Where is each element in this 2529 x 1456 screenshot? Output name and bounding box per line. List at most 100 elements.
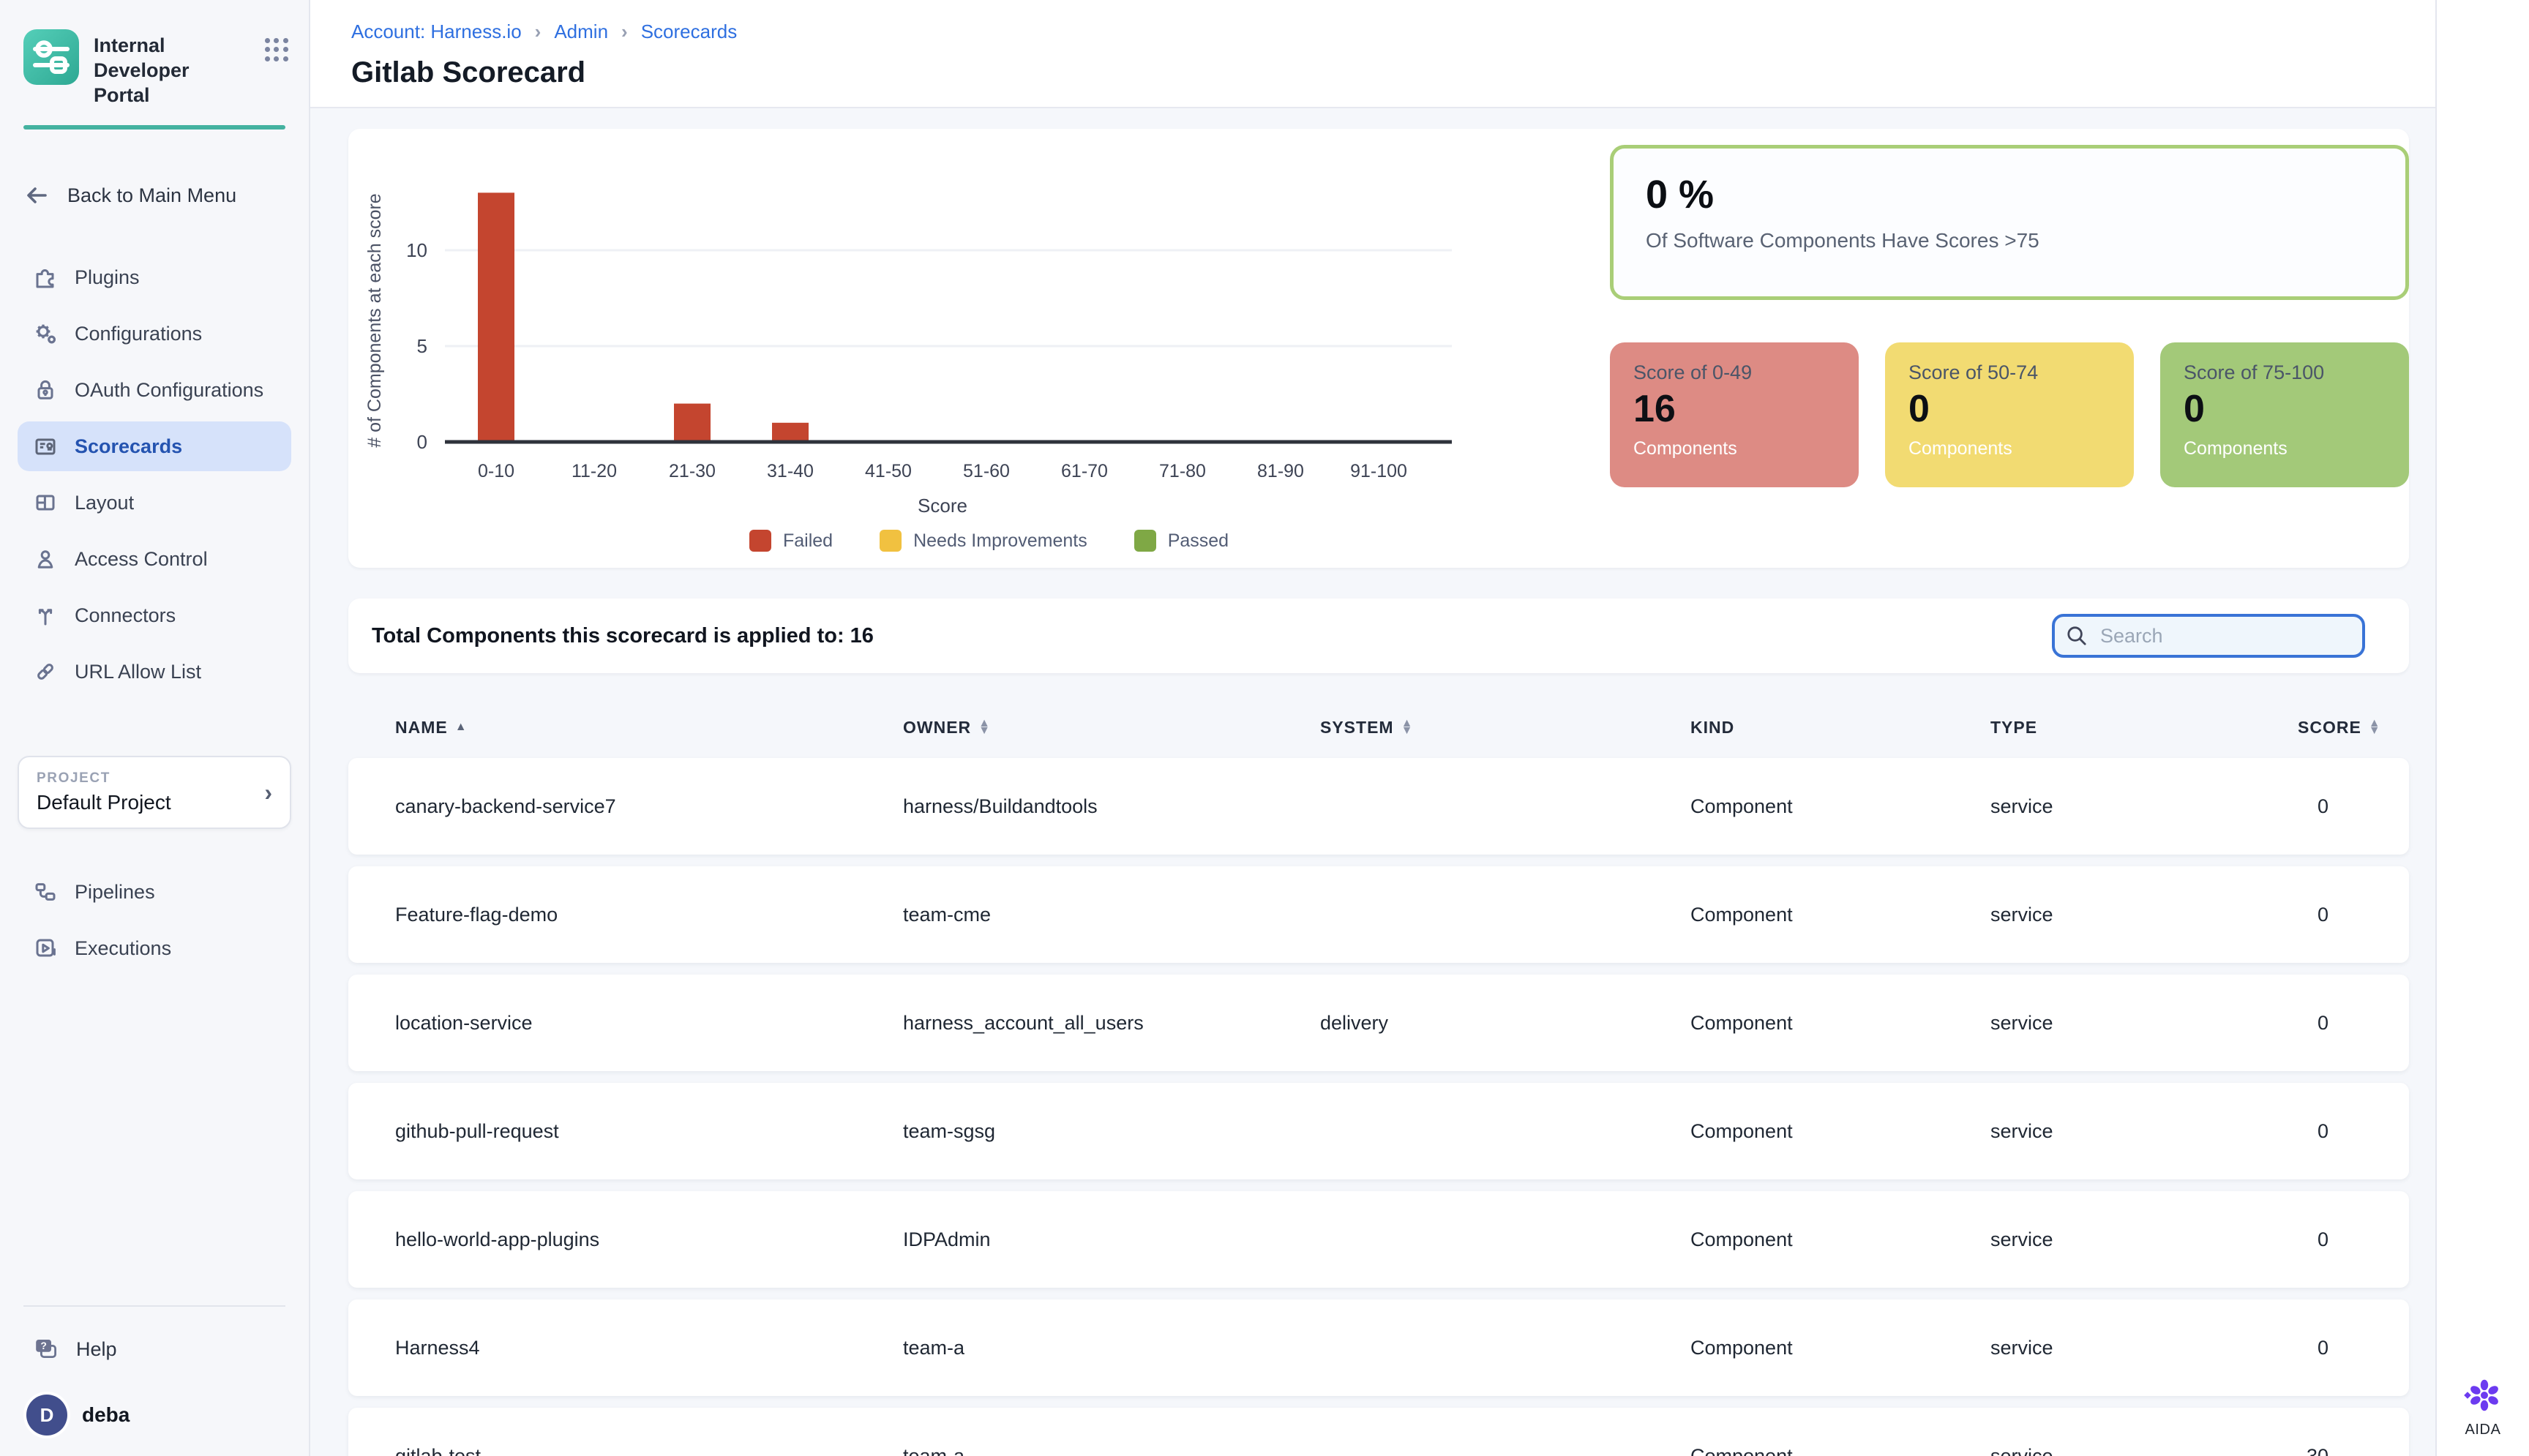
- sidebar-item-label: Plugins: [75, 266, 140, 288]
- scorecard-icon: [35, 438, 56, 455]
- app-grid-icon[interactable]: [265, 38, 288, 61]
- cell-type: service: [1990, 1228, 2053, 1250]
- table-row[interactable]: location-service harness_account_all_use…: [348, 975, 2409, 1071]
- table-row[interactable]: Harness4 team-a Component service 0: [348, 1299, 2409, 1396]
- column-header-system[interactable]: SYSTEM ▲ ▼: [1320, 717, 1414, 737]
- table-row[interactable]: hello-world-app-plugins IDPAdmin Compone…: [348, 1191, 2409, 1288]
- table-toolbar: Total Components this scorecard is appli…: [348, 598, 2409, 673]
- aida-button[interactable]: AIDA: [2462, 1375, 2503, 1438]
- legend-item-passed: Passed: [1134, 530, 1229, 552]
- cell-score: 30: [2306, 1444, 2328, 1456]
- cell-owner: team-a: [903, 1336, 965, 1359]
- sidebar-item-label: OAuth Configurations: [75, 378, 264, 401]
- sidebar-item-label: Pipelines: [75, 880, 155, 903]
- sort-icon: ▲ ▼: [1401, 717, 1414, 737]
- sidebar-item-connectors[interactable]: Connectors: [18, 590, 291, 640]
- cell-system: delivery: [1320, 1011, 1389, 1034]
- sidebar-item-oauth-configurations[interactable]: OAuth Configurations: [18, 365, 291, 415]
- summary-percent: 0 %: [1646, 173, 1715, 217]
- column-header-kind[interactable]: KIND: [1690, 717, 1735, 737]
- sidebar-item-layout[interactable]: Layout: [18, 478, 291, 528]
- cell-owner: harness_account_all_users: [903, 1011, 1144, 1034]
- aida-icon: [2464, 1379, 2498, 1411]
- user-name: deba: [82, 1403, 130, 1426]
- chevron-right-icon: ›: [264, 778, 272, 806]
- sort-asc-icon: ▲: [454, 721, 468, 733]
- sidebar-item-scorecards[interactable]: Scorecards: [18, 421, 291, 472]
- main-area: Account: Harness.io › Admin › Scorecards…: [310, 0, 2435, 1456]
- svg-text:71-80: 71-80: [1159, 461, 1206, 481]
- project-name: Default Project: [37, 791, 171, 814]
- search-icon: [2067, 626, 2086, 645]
- cell-type: service: [1990, 903, 2053, 926]
- breadcrumb-account[interactable]: Account: Harness.io: [351, 20, 522, 42]
- sidebar-divider: [23, 1305, 285, 1307]
- cell-kind: Component: [1690, 795, 1793, 817]
- cell-type: service: [1990, 1011, 2053, 1034]
- svg-text:0-10: 0-10: [478, 461, 514, 481]
- cell-kind: Component: [1690, 1444, 1793, 1456]
- project-label: PROJECT: [37, 770, 110, 787]
- score-card-75-100: Score of 75-100 0 Components: [2160, 342, 2409, 487]
- cell-name: hello-world-app-plugins: [395, 1228, 600, 1250]
- sidebar-item-plugins[interactable]: Plugins: [18, 252, 291, 302]
- cell-type: service: [1990, 1336, 2053, 1359]
- components-table: canary-backend-service7 harness/Buildand…: [348, 758, 2409, 1456]
- layout-icon: [36, 495, 55, 511]
- link-icon: [37, 664, 53, 680]
- scorecard-overview-panel: # of Components at each score Score 0 5 10…: [348, 129, 2409, 568]
- page-header: Account: Harness.io › Admin › Scorecards…: [310, 0, 2435, 108]
- cell-score: 0: [2317, 1336, 2328, 1359]
- legend-swatch: [880, 530, 902, 552]
- svg-text:0: 0: [417, 431, 427, 453]
- svg-text:?: ?: [40, 1340, 47, 1351]
- puzzle-icon: [36, 269, 54, 288]
- aida-label: AIDA: [2465, 1422, 2501, 1438]
- cell-owner: team-a: [903, 1444, 965, 1456]
- cell-owner: IDPAdmin: [903, 1228, 991, 1250]
- svg-text:41-50: 41-50: [865, 461, 912, 481]
- help-button[interactable]: ? Help: [0, 1324, 309, 1374]
- cell-name: location-service: [395, 1011, 533, 1034]
- sidebar-nav-secondary: Pipelines Executions: [0, 867, 309, 980]
- column-header-owner[interactable]: OWNER ▲ ▼: [903, 717, 992, 737]
- cell-owner: team-sgsg: [903, 1119, 996, 1142]
- sidebar-nav: Plugins Configurations OAuth Configurati…: [0, 252, 309, 703]
- back-arrow-icon: [27, 187, 47, 204]
- search-input[interactable]: [2052, 614, 2365, 658]
- table-header: NAME ▲ OWNER ▲ ▼ SYSTEM ▲ ▼ KIND TYPE: [348, 705, 2409, 749]
- svg-text:11-20: 11-20: [572, 461, 617, 481]
- sidebar-item-access-control[interactable]: Access Control: [18, 534, 291, 584]
- user-menu[interactable]: D deba: [0, 1395, 309, 1436]
- page-title: Gitlab Scorecard: [351, 56, 586, 89]
- table-row[interactable]: canary-backend-service7 harness/Buildand…: [348, 758, 2409, 855]
- legend-swatch: [1134, 530, 1156, 552]
- sidebar-item-pipelines[interactable]: Pipelines: [18, 867, 291, 917]
- sidebar-item-executions[interactable]: Executions: [18, 923, 291, 973]
- breadcrumb-scorecards[interactable]: Scorecards: [640, 20, 738, 42]
- back-to-main-menu[interactable]: Back to Main Menu: [0, 170, 309, 220]
- cell-score: 0: [2317, 795, 2328, 817]
- cell-kind: Component: [1690, 1336, 1793, 1359]
- connectors-icon: [38, 609, 53, 626]
- table-row[interactable]: gitlab-test team-a Component service 30: [348, 1408, 2409, 1456]
- sidebar-item-label: Configurations: [75, 322, 203, 345]
- cell-type: service: [1990, 795, 2053, 817]
- sidebar-item-configurations[interactable]: Configurations: [18, 309, 291, 359]
- breadcrumb-admin[interactable]: Admin: [554, 20, 609, 42]
- lock-icon: [37, 380, 53, 399]
- table-row[interactable]: github-pull-request team-sgsg Component …: [348, 1083, 2409, 1179]
- right-rail: AIDA: [2435, 0, 2529, 1456]
- sidebar-item-url-allow-list[interactable]: URL Allow List: [18, 647, 291, 697]
- column-header-type[interactable]: TYPE: [1990, 717, 2038, 737]
- svg-text:31-40: 31-40: [767, 461, 814, 481]
- project-selector[interactable]: PROJECT Default Project ›: [18, 756, 291, 830]
- total-components-label: Total Components this scorecard is appli…: [372, 623, 874, 648]
- table-row[interactable]: Feature-flag-demo team-cme Component ser…: [348, 866, 2409, 963]
- column-header-score[interactable]: SCORE ▲ ▼: [2298, 717, 2381, 737]
- column-header-name[interactable]: NAME ▲: [395, 717, 468, 737]
- svg-text:21-30: 21-30: [669, 461, 716, 481]
- sidebar-item-label: Scorecards: [75, 435, 183, 457]
- sidebar-item-label: Executions: [75, 937, 172, 959]
